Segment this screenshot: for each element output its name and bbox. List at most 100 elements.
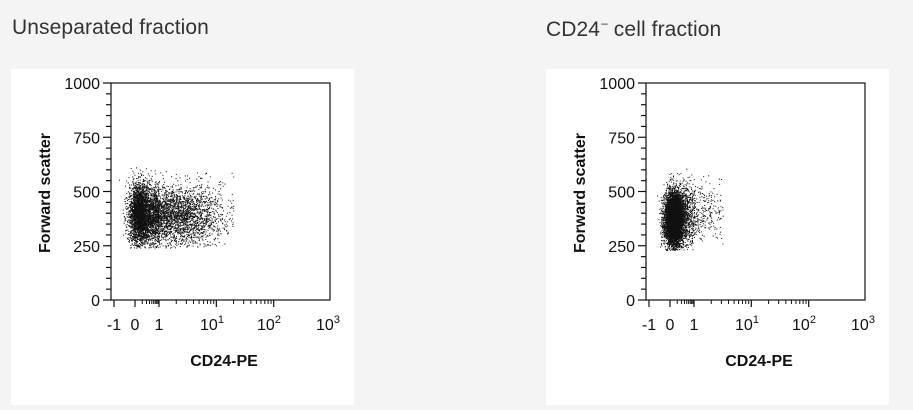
data-point xyxy=(217,193,219,195)
data-point xyxy=(151,204,153,206)
data-point xyxy=(174,221,176,223)
data-point xyxy=(149,235,151,237)
data-point xyxy=(204,226,206,228)
data-point xyxy=(174,223,176,224)
data-point xyxy=(193,216,195,217)
data-point xyxy=(221,199,223,201)
data-point xyxy=(156,232,158,234)
data-point xyxy=(197,236,199,238)
data-point xyxy=(167,211,168,213)
data-point xyxy=(153,237,155,239)
data-point xyxy=(192,236,194,238)
data-point xyxy=(186,218,188,220)
data-point xyxy=(150,202,152,204)
data-point xyxy=(155,186,157,188)
data-point xyxy=(163,199,165,200)
data-point xyxy=(161,185,163,187)
data-point xyxy=(138,211,140,212)
data-point xyxy=(152,224,154,226)
data-point xyxy=(165,231,167,233)
data-point xyxy=(165,217,167,219)
data-point xyxy=(184,220,186,222)
data-point xyxy=(190,214,192,216)
data-point xyxy=(180,233,182,235)
data-point xyxy=(130,222,132,224)
data-point xyxy=(168,193,170,195)
data-point xyxy=(161,220,163,222)
data-point xyxy=(215,195,217,197)
data-point xyxy=(158,182,160,183)
data-point xyxy=(170,239,172,241)
data-point xyxy=(215,210,217,212)
data-point xyxy=(171,210,173,212)
data-point xyxy=(135,215,137,217)
data-point xyxy=(173,194,175,196)
data-point xyxy=(210,227,212,229)
data-point xyxy=(184,193,186,195)
data-point xyxy=(192,216,194,218)
data-point xyxy=(164,231,166,232)
data-point xyxy=(162,228,164,230)
data-point xyxy=(138,176,140,178)
data-point xyxy=(196,178,198,180)
data-point xyxy=(133,222,135,224)
data-point xyxy=(186,210,188,212)
data-point xyxy=(126,208,128,210)
data-point xyxy=(151,220,152,222)
data-point xyxy=(159,200,161,202)
data-point xyxy=(209,232,211,234)
data-point xyxy=(127,238,128,239)
data-point xyxy=(126,180,128,182)
data-point xyxy=(157,199,159,201)
data-point xyxy=(147,235,149,237)
data-point xyxy=(185,238,187,240)
data-point xyxy=(183,211,185,213)
data-point xyxy=(201,238,203,240)
data-point xyxy=(193,228,195,230)
data-point xyxy=(195,216,197,218)
panel-title-text: Unseparated fraction xyxy=(12,16,209,39)
data-point xyxy=(165,231,166,233)
data-point xyxy=(218,242,220,244)
data-point xyxy=(163,220,165,222)
data-point xyxy=(166,207,168,209)
data-point xyxy=(169,195,171,197)
data-point xyxy=(157,240,159,242)
data-point xyxy=(185,209,187,211)
data-point xyxy=(140,208,142,210)
data-point xyxy=(140,226,142,228)
data-point xyxy=(176,222,178,224)
data-point xyxy=(228,199,230,201)
data-point xyxy=(207,181,209,183)
data-point xyxy=(159,206,161,208)
data-point xyxy=(137,186,139,188)
data-point xyxy=(194,235,196,237)
data-point xyxy=(158,201,160,202)
data-point xyxy=(145,185,147,187)
data-point xyxy=(161,223,163,225)
data-point xyxy=(161,216,163,218)
data-point xyxy=(184,229,186,230)
data-point xyxy=(167,218,169,220)
data-point xyxy=(181,234,183,236)
data-point xyxy=(204,219,206,221)
data-point xyxy=(154,216,156,218)
data-point xyxy=(200,214,202,215)
data-point xyxy=(131,240,133,242)
data-point xyxy=(200,232,202,234)
data-point xyxy=(205,205,207,207)
data-point xyxy=(208,199,209,201)
data-point xyxy=(207,210,209,212)
data-point xyxy=(163,215,165,217)
data-point xyxy=(204,244,206,246)
data-point xyxy=(150,177,152,179)
data-point xyxy=(190,224,191,226)
data-point xyxy=(197,193,199,195)
data-point xyxy=(152,234,154,236)
data-point xyxy=(145,232,147,233)
data-point xyxy=(224,219,226,221)
data-point xyxy=(140,173,142,175)
data-point xyxy=(175,208,177,210)
data-point xyxy=(130,227,132,229)
data-point xyxy=(134,207,136,209)
